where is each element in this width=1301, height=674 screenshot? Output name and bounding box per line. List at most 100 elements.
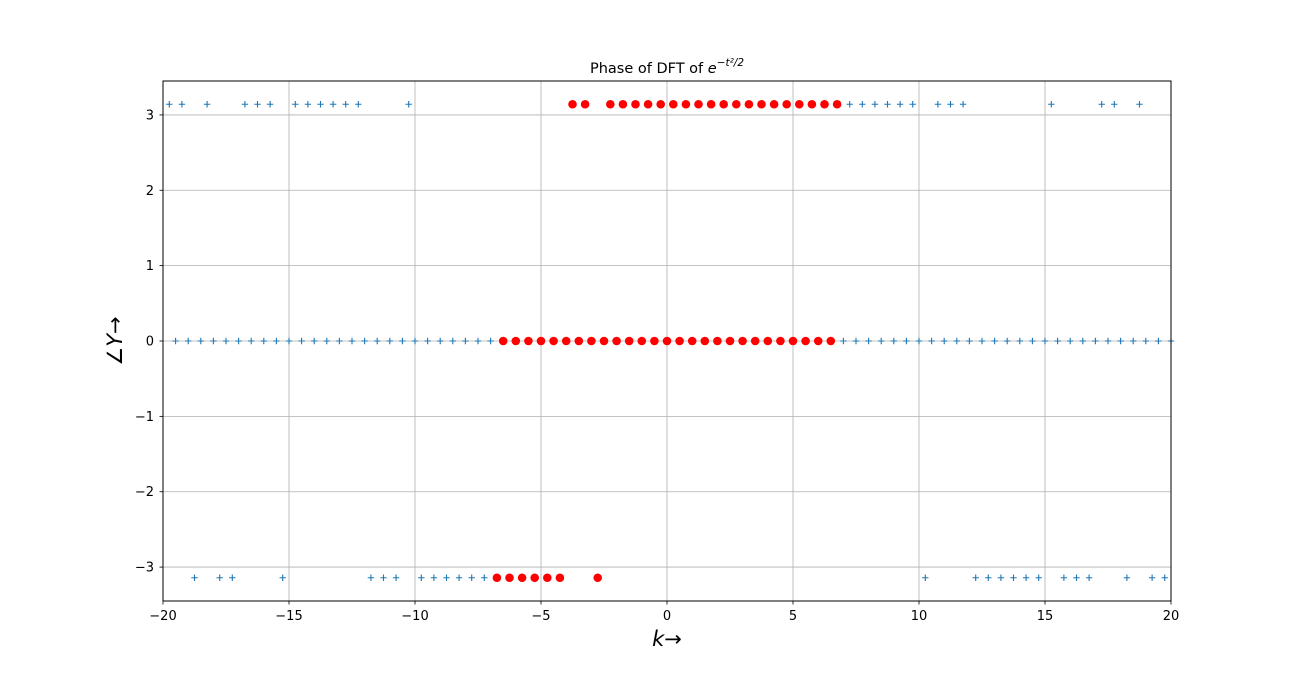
circle-point-series-2 [643,99,653,109]
circle-point-series-2 [750,336,760,346]
plus-point-series-1 [424,337,431,345]
plus-point-series-1 [991,337,998,345]
circle-point-series-2 [776,336,785,346]
circle-point-series-2 [719,99,728,109]
plus-point-series-1 [374,337,381,345]
circle-point-series-2 [687,336,697,346]
x-tick-label: −20 [149,609,176,624]
plus-point-series-1 [399,337,406,345]
circle-point-series-2 [769,99,779,109]
circle-point-series-2 [568,99,577,109]
plus-point-series-1 [846,101,853,108]
plus-point-series-1 [191,574,198,581]
y-tick-label: 1 [146,259,154,274]
plus-point-series-1 [896,101,904,108]
circle-point-series-2 [524,336,533,346]
plus-point-series-1 [317,101,324,108]
plus-point-series-1 [455,574,463,581]
circle-point-series-2 [669,99,678,109]
plus-point-series-1 [430,574,438,581]
y-tick-label: −1 [135,410,154,425]
circle-point-series-2 [807,99,817,109]
circle-point-series-2 [700,336,710,346]
circle-point-series-2 [606,99,615,109]
circle-point-series-2 [801,336,810,346]
plus-point-series-1 [411,337,419,345]
plus-point-series-1 [235,337,242,345]
plus-point-series-1 [279,574,286,581]
circle-point-series-2 [618,99,628,109]
circle-point-series-2 [744,99,754,109]
circle-point-series-2 [574,336,584,346]
plus-point-series-1 [972,574,979,581]
plus-point-series-1 [1016,337,1023,345]
plus-point-series-1 [1041,337,1049,345]
data-points [166,99,1175,583]
plus-point-series-1 [915,337,923,345]
plus-point-series-1 [1010,574,1017,581]
circle-point-series-2 [706,99,716,109]
circle-point-series-2 [832,99,842,109]
plus-point-series-1 [1067,337,1074,345]
plus-point-series-1 [342,101,349,108]
circle-point-series-2 [656,99,665,109]
y-tick-label: −2 [135,485,154,500]
y-tick-label: 0 [146,335,154,350]
circle-point-series-2 [757,99,766,109]
circle-point-series-2 [788,336,798,346]
plus-point-series-1 [178,101,186,108]
plus-point-series-1 [840,337,847,345]
plus-point-series-1 [1085,574,1093,581]
circle-point-series-2 [732,99,741,109]
plus-point-series-1 [928,337,935,345]
circle-point-series-2 [795,99,804,109]
plus-point-series-1 [185,337,192,345]
plus-point-series-1 [953,337,960,345]
circle-point-series-2 [694,99,703,109]
circle-point-series-2 [543,573,552,583]
plus-point-series-1 [468,574,475,581]
plus-point-series-1 [166,101,173,108]
circle-point-series-2 [820,99,829,109]
x-axis-label: k→ [652,627,682,651]
circle-point-series-2 [561,336,571,346]
plus-point-series-1 [890,337,897,345]
plus-point-series-1 [922,574,929,581]
circle-point-series-2 [631,99,640,109]
plus-point-series-1 [348,337,356,345]
y-tick-label: 3 [146,108,154,123]
plus-point-series-1 [298,337,305,345]
plus-point-series-1 [481,574,488,581]
circle-point-series-2 [599,336,609,346]
plus-point-series-1 [254,101,261,108]
plus-point-series-1 [216,574,223,581]
plus-point-series-1 [852,337,860,345]
plus-point-series-1 [248,337,255,345]
circle-point-series-2 [612,336,621,346]
plus-point-series-1 [947,101,954,108]
plus-point-series-1 [1142,337,1149,345]
plus-point-series-1 [285,337,293,345]
circle-point-series-2 [738,336,747,346]
plus-point-series-1 [884,101,891,108]
plus-point-series-1 [323,337,330,345]
plus-point-series-1 [859,101,866,108]
plus-point-series-1 [222,337,230,345]
plus-point-series-1 [1123,574,1131,581]
plus-point-series-1 [361,337,368,345]
y-tick-label: 2 [146,184,154,199]
y-axis-label: ∠Y→ [103,316,127,365]
plus-point-series-1 [336,337,343,345]
plus-point-series-1 [241,101,249,108]
plus-point-series-1 [210,337,217,345]
circle-point-series-2 [517,573,527,583]
circle-point-series-2 [624,336,634,346]
plus-point-series-1 [443,574,450,581]
plus-point-series-1 [934,101,942,108]
plus-point-series-1 [405,101,412,108]
plus-point-series-1 [878,337,885,345]
plus-point-series-1 [329,101,337,108]
circle-point-series-2 [662,336,672,346]
x-tick-label: 20 [1163,609,1180,624]
x-tick-label: 15 [1037,609,1054,624]
